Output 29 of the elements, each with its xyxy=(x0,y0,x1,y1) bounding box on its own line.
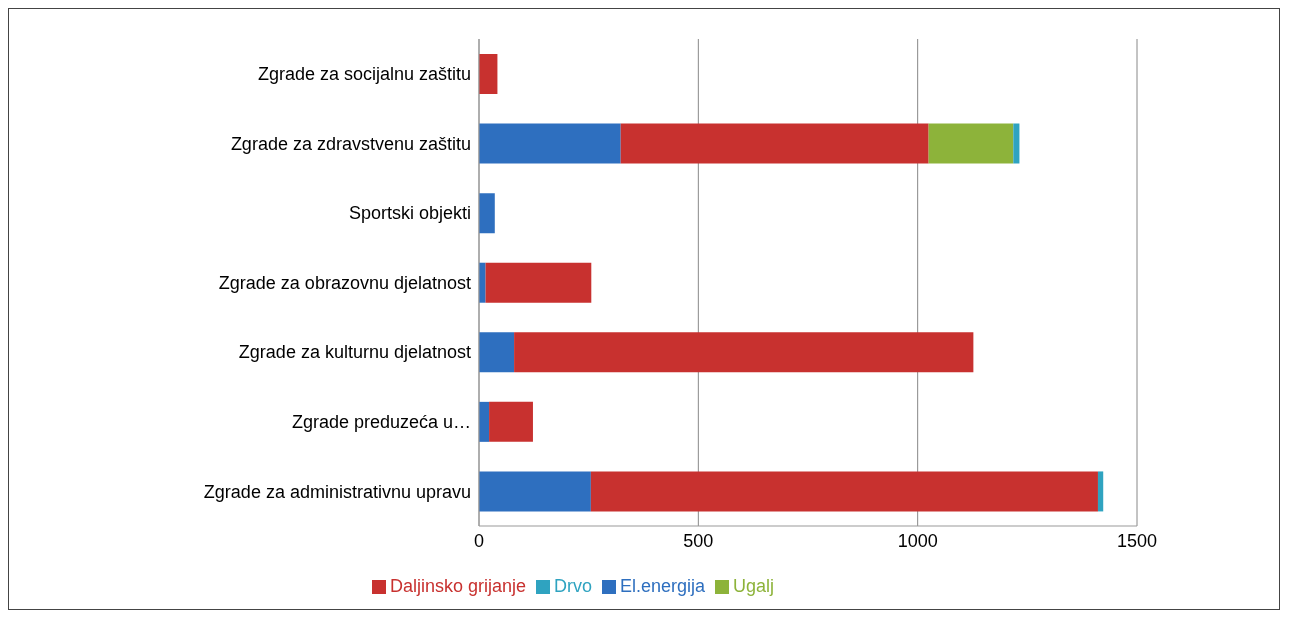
bar xyxy=(479,123,621,164)
bar xyxy=(590,471,1098,512)
y-tick-label: Zgrade za obrazovnu djelatnost xyxy=(218,272,471,293)
bar xyxy=(479,54,498,94)
x-tick-label: 0 xyxy=(473,530,485,551)
bar xyxy=(479,262,486,303)
legend-label: Ugalj xyxy=(733,576,775,596)
bar xyxy=(514,332,974,373)
y-tick-label: Zgrade preduzeća u… xyxy=(291,412,471,433)
bar xyxy=(479,332,515,373)
bar xyxy=(1097,471,1104,512)
x-tick-label: 1000 xyxy=(897,530,938,551)
y-tick-label: Zgrade za socijalnu zaštitu xyxy=(257,64,471,85)
y-tick-label: Zgrade za zdravstvenu zaštitu xyxy=(230,133,471,154)
x-tick-label: 500 xyxy=(683,530,714,551)
y-tick-label: Zgrade za administrativnu upravu xyxy=(203,481,471,502)
bar xyxy=(489,401,533,442)
x-tick-label: 1500 xyxy=(1116,530,1158,551)
bar xyxy=(479,471,591,512)
bar xyxy=(1013,123,1020,164)
bar xyxy=(485,262,592,303)
bar xyxy=(620,123,929,164)
bar xyxy=(928,123,1014,164)
legend-label: El.energija xyxy=(620,576,706,596)
bar xyxy=(479,193,495,234)
y-tick-label: Zgrade za kulturnu djelatnost xyxy=(238,342,471,363)
legend-label: Drvo xyxy=(553,576,592,596)
y-tick-label: Sportski objekti xyxy=(348,203,471,224)
legend-label: Daljinsko grijanje xyxy=(389,576,526,596)
